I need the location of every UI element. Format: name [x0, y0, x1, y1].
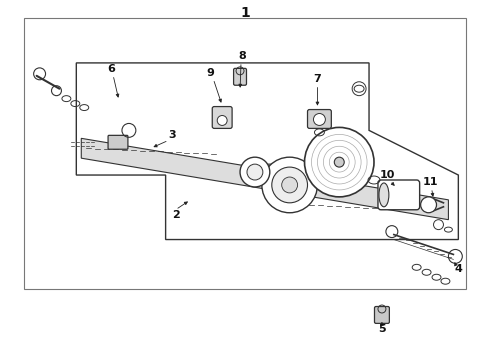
Circle shape [282, 177, 297, 193]
FancyBboxPatch shape [378, 180, 419, 210]
Text: 9: 9 [206, 68, 214, 78]
Bar [24, 18, 466, 289]
Ellipse shape [379, 183, 389, 207]
Circle shape [240, 157, 270, 187]
FancyBboxPatch shape [108, 135, 128, 149]
Text: 4: 4 [454, 264, 462, 274]
FancyBboxPatch shape [253, 164, 292, 180]
Text: 1: 1 [240, 6, 250, 20]
Circle shape [217, 116, 227, 125]
Circle shape [334, 157, 344, 167]
Circle shape [305, 127, 374, 197]
Text: 8: 8 [238, 51, 246, 61]
FancyBboxPatch shape [374, 306, 390, 323]
Circle shape [262, 157, 318, 213]
Text: 2: 2 [172, 210, 179, 220]
Polygon shape [76, 63, 458, 239]
Circle shape [272, 167, 308, 203]
FancyBboxPatch shape [308, 109, 331, 129]
FancyBboxPatch shape [212, 107, 232, 129]
Text: 6: 6 [107, 64, 115, 74]
Polygon shape [81, 138, 448, 220]
Circle shape [420, 197, 437, 213]
Text: 10: 10 [379, 170, 394, 180]
FancyBboxPatch shape [234, 68, 246, 85]
Circle shape [247, 164, 263, 180]
Text: 3: 3 [169, 130, 176, 140]
Text: 11: 11 [423, 177, 439, 187]
Text: 5: 5 [378, 324, 386, 334]
Circle shape [314, 113, 325, 125]
Text: 7: 7 [314, 74, 321, 84]
